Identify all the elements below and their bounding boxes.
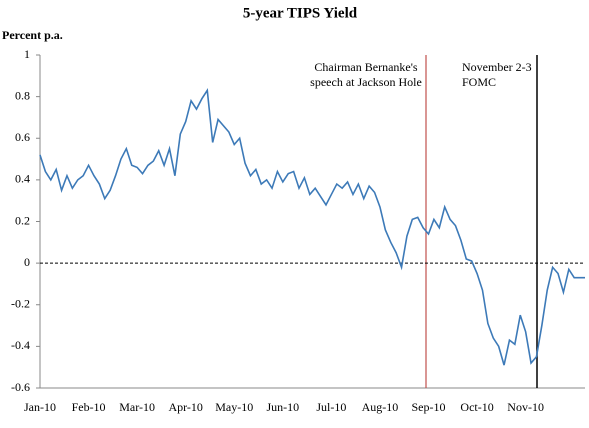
y-tick-label: 0.4 (15, 172, 30, 186)
y-tick-label: 1 (24, 47, 30, 61)
x-tick-label: May-10 (215, 400, 253, 414)
x-tick-label: Oct-10 (460, 400, 493, 414)
y-tick-label: -0.2 (11, 297, 30, 311)
annotation: speech at Jackson Hole (310, 75, 422, 89)
x-tick-label: Sep-10 (412, 400, 446, 414)
y-tick-label: -0.6 (11, 380, 30, 394)
y-tick-label: -0.4 (11, 338, 30, 352)
x-tick-label: Aug-10 (362, 400, 399, 414)
y-tick-label: 0 (24, 255, 30, 269)
x-tick-label: Mar-10 (119, 400, 155, 414)
x-tick-label: Jan-10 (24, 400, 56, 414)
y-tick-label: 0.6 (15, 130, 30, 144)
x-tick-label: Apr-10 (168, 400, 202, 414)
x-tick-label: Jul-10 (316, 400, 346, 414)
chart-title: 5-year TIPS Yield (243, 5, 358, 21)
x-tick-label: Nov-10 (507, 400, 544, 414)
y-axis-label: Percent p.a. (2, 28, 63, 42)
y-tick-label: 0.8 (15, 88, 30, 102)
annotation: Chairman Bernanke's (314, 60, 417, 74)
line (39, 88, 585, 366)
annotation: FOMC (462, 75, 496, 89)
x-tick-label: Jun-10 (266, 400, 299, 414)
y-tick-label: 0.2 (15, 213, 30, 227)
x-tick-label: Feb-10 (72, 400, 106, 414)
annotation: November 2-3 (462, 60, 532, 74)
